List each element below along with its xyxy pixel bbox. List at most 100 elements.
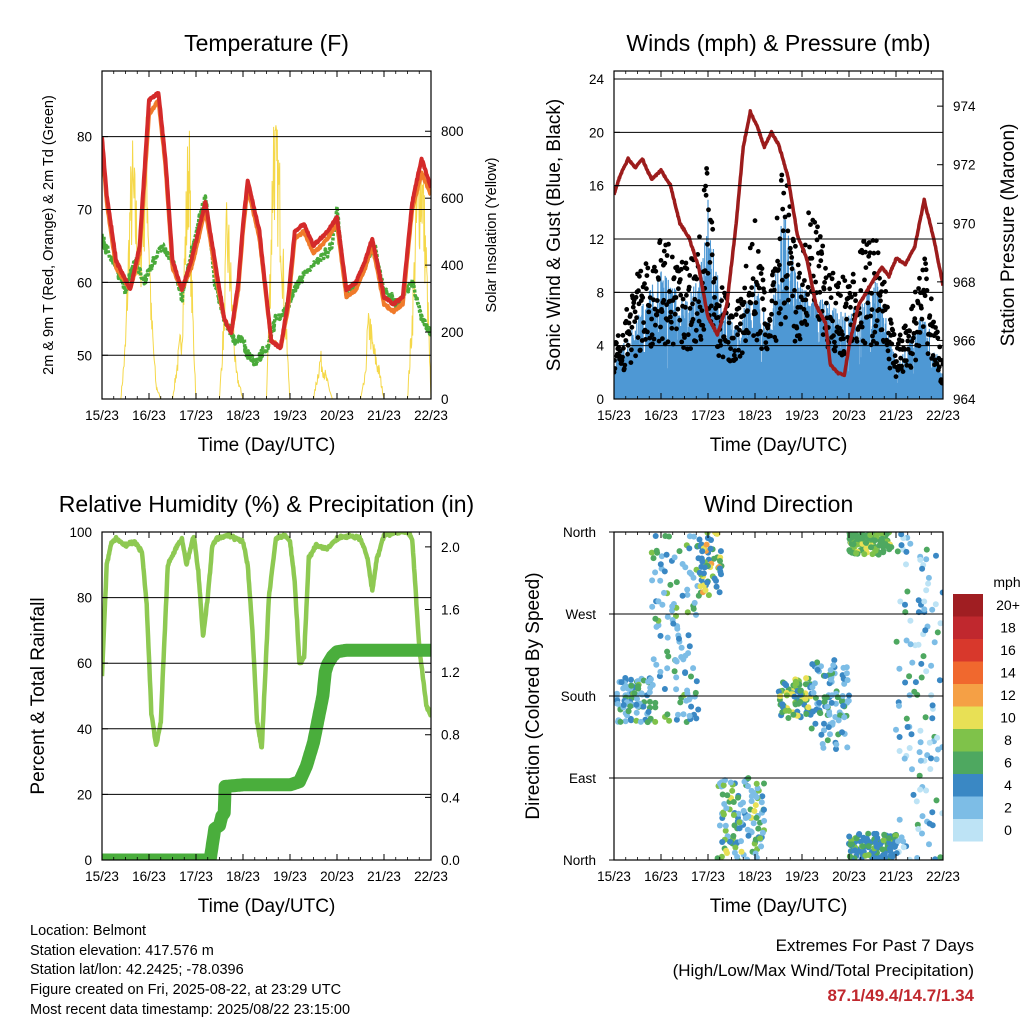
gust-point — [776, 310, 782, 316]
gust-point — [660, 336, 665, 342]
direction-point — [738, 838, 744, 845]
y-tick-label: 24 — [589, 72, 605, 87]
location-text: Location: Belmont — [30, 923, 147, 939]
y2-tick-label: 1.6 — [441, 602, 460, 617]
direction-point — [726, 838, 733, 845]
direction-point — [871, 537, 878, 544]
gust-point — [905, 338, 911, 344]
gust-point — [794, 325, 800, 331]
gust-point — [665, 339, 671, 345]
direction-point — [858, 532, 865, 537]
y2-tick-label: 0.8 — [441, 728, 460, 743]
direction-point — [888, 853, 895, 859]
y2-tick-label: 400 — [441, 258, 464, 273]
gust-point — [649, 316, 654, 322]
gust-point — [870, 333, 875, 339]
direction-point — [937, 620, 943, 627]
direction-point — [625, 708, 632, 715]
direction-point — [684, 591, 691, 598]
direction-point — [896, 734, 903, 740]
gust-point — [900, 369, 906, 374]
direction-point — [740, 807, 747, 814]
gust-point — [697, 234, 702, 240]
direction-point — [907, 540, 914, 547]
direction-point — [917, 786, 924, 793]
gust-point — [858, 320, 864, 326]
direction-point — [802, 695, 809, 702]
direction-point — [824, 703, 831, 710]
direction-point — [923, 668, 930, 675]
x-tick-label: 22/23 — [414, 869, 448, 884]
gust-point — [924, 276, 929, 282]
x-tick-label: 21/23 — [879, 869, 913, 884]
direction-point — [664, 665, 671, 672]
direction-point — [752, 850, 759, 857]
gust-point — [780, 206, 786, 212]
gust-point — [743, 338, 748, 344]
gust-point — [753, 310, 758, 316]
gust-point — [653, 322, 658, 328]
gust-point — [826, 272, 832, 278]
gust-point — [790, 293, 795, 299]
direction-point — [926, 841, 932, 848]
gust-point — [923, 267, 929, 273]
gust-point — [617, 348, 623, 354]
winds-xlabel: Time (Day/UTC) — [710, 435, 848, 456]
legend-label: 10 — [1000, 710, 1016, 726]
direction-point — [735, 794, 741, 801]
winds-data — [614, 109, 943, 399]
gust-point — [895, 341, 901, 347]
direction-point — [797, 687, 804, 694]
direction-point — [819, 741, 826, 747]
gust-point — [690, 316, 696, 322]
gust-point — [888, 320, 894, 326]
direction-point — [878, 535, 885, 542]
legend-swatch — [953, 729, 983, 752]
direction-point — [669, 603, 676, 610]
gust-point — [654, 312, 660, 318]
direction-point — [677, 699, 684, 706]
direction-point — [690, 605, 697, 612]
direction-point — [666, 533, 672, 540]
direction-point — [829, 692, 835, 699]
x-tick-label: 21/23 — [367, 408, 401, 423]
direction-point — [757, 835, 764, 842]
direction-point — [686, 545, 693, 552]
gust-point — [623, 338, 629, 343]
direction-point — [824, 737, 831, 744]
x-tick-label: 17/23 — [179, 869, 213, 884]
gust-point — [868, 313, 873, 319]
gust-point — [828, 295, 834, 301]
direction-point — [916, 749, 923, 756]
direction-point — [666, 717, 673, 724]
x-tick-label: 15/23 — [85, 408, 119, 423]
gust-point — [911, 335, 916, 341]
direction-point — [688, 673, 694, 680]
direction-point — [928, 692, 935, 699]
gust-point — [891, 332, 897, 337]
direction-point — [874, 532, 880, 538]
direction-point — [792, 701, 799, 708]
direction-point — [833, 746, 839, 752]
gust-point — [902, 346, 908, 352]
direction-point — [748, 798, 755, 805]
x-tick-label: 20/23 — [320, 869, 354, 884]
x-tick-label: 18/23 — [226, 408, 260, 423]
gust-point — [745, 308, 750, 313]
direction-point — [898, 532, 905, 538]
gust-point — [854, 338, 860, 344]
direction-point — [928, 662, 935, 669]
direction-point — [679, 561, 686, 567]
gust-point — [614, 358, 617, 363]
gust-point — [773, 338, 779, 343]
gust-point — [821, 286, 827, 292]
y-tick-label: 4 — [596, 339, 604, 354]
gust-point — [808, 222, 813, 228]
gust-point — [801, 306, 807, 312]
gust-point — [662, 260, 668, 266]
y-tick-label: East — [569, 771, 596, 786]
gust-point — [792, 338, 798, 344]
gust-point — [651, 336, 657, 342]
direction-point — [934, 734, 941, 741]
gust-point — [789, 266, 795, 272]
